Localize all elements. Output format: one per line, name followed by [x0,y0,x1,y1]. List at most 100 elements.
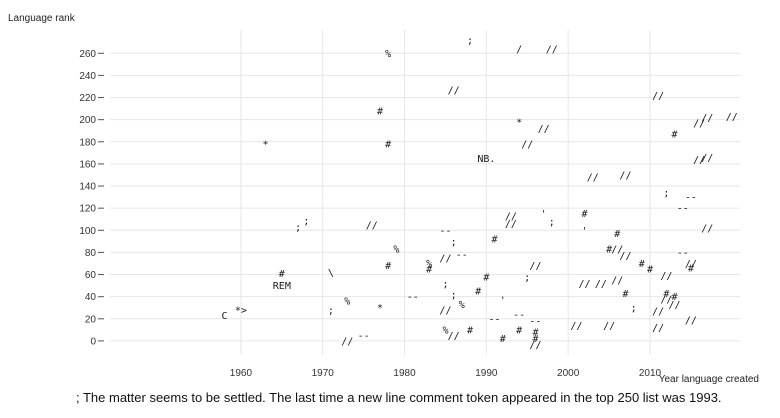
data-point-token: -- [677,248,689,259]
data-point-token: // [701,224,713,235]
data-point-token: -- [407,292,419,303]
data-point-token: -- [513,310,525,321]
data-point-token: # [663,289,669,300]
data-point-token: # [385,261,391,272]
data-point-token: // [570,321,582,332]
data-point-token: // [439,253,451,264]
data-point-token: ' [582,226,588,237]
data-point-token: // [529,261,541,272]
y-tick-label: 120 [79,204,96,215]
data-point-token: * [516,117,522,128]
data-point-token: // [538,124,550,135]
data-point-token: // [693,118,705,129]
data-point-token: # [582,209,588,220]
y-tick-label: 100 [79,226,96,237]
data-point-token: # [500,334,506,345]
data-point-token: -- [456,250,468,261]
data-point-token: C [222,311,228,322]
x-tick-label: 1960 [230,368,253,379]
data-point-token: // [685,259,697,270]
data-point-token: % [393,245,399,256]
data-point-token: # [532,328,538,339]
data-point-token: -- [439,226,451,237]
data-point-token: -- [529,317,541,328]
data-point-token: // [587,173,599,184]
data-point-token: * [377,303,383,314]
y-tick-label: 80 [85,248,97,259]
data-point-token: ; [303,216,309,227]
y-tick-label: 140 [79,182,96,193]
data-point-token: // [611,276,623,287]
data-point-token: # [639,259,645,270]
data-point-token: ; [451,290,457,301]
data-point-token: # [467,325,473,336]
data-point-token: ; [524,272,530,283]
data-point-token: *> [235,305,247,316]
y-tick-label: 260 [79,49,96,60]
x-axis-title: Year language created [659,374,759,385]
data-point-token: -- [685,193,697,204]
data-point-token: // [660,294,672,305]
data-point-token: ; [549,217,555,228]
data-point-token: // [529,340,541,351]
x-tick-label: 1980 [393,368,416,379]
x-tick-label: 2010 [639,368,662,379]
data-point-token: ; [631,303,637,314]
data-point-token: ; [451,237,457,248]
data-point-token: ; [663,188,669,199]
y-tick-label: 160 [79,159,96,170]
data-point-token: // [341,336,353,347]
chart: 1960 1970 1980 1990 2000 2010 0 20 40 60 80 100 120 1… [8,13,759,385]
data-point-token: ; [328,305,334,316]
data-point-token: # [475,287,481,298]
data-point-token: / [516,44,522,55]
data-point-token: ' [500,296,506,307]
y-tick-label: 240 [79,71,96,82]
data-point-token: // [652,323,664,334]
data-point-token: -- [358,331,370,342]
data-point-token: # [672,130,678,141]
x-tick-label: 1970 [312,368,335,379]
data-point-token: % [426,259,432,270]
data-point-token: # [492,235,498,246]
data-point-token: // [521,140,533,151]
data-point-token: ; [467,36,473,47]
data-point-token: REM [273,281,291,292]
data-point-token: # [622,289,628,300]
data-point-token: % [385,49,391,60]
data-point-token: ' [541,209,547,220]
axes-layer: 1960 1970 1980 1990 2000 2010 0 20 40 60 80 100 120 1… [79,49,661,379]
data-point-token: // [448,331,460,342]
data-point-token: // [366,220,378,231]
data-point-token: # [532,334,538,345]
data-point-token: % [442,325,448,336]
data-point-token: // [595,279,607,290]
data-point-token: # [647,265,653,276]
data-point-token: ; [295,222,301,233]
y-tick-label: 20 [85,314,97,325]
data-point-token: // [546,44,558,55]
data-point-token: # [516,325,522,336]
grid-layer [110,30,740,355]
data-point-token: // [701,113,713,124]
data-point-token: // [652,91,664,102]
data-point-token: // [660,271,672,282]
data-point-token: // [693,155,705,166]
data-point-token: # [614,229,620,240]
data-point-token: \ [328,268,334,279]
data-point-token: // [448,85,460,96]
data-point-token: * [262,140,268,151]
data-point-token: # [377,106,383,117]
y-tick-label: 200 [79,115,96,126]
caption: ; The matter seems to be settled. The la… [76,390,722,405]
data-point-token: # [426,265,432,276]
data-point-token: // [603,321,615,332]
x-tick-label: 1990 [475,368,498,379]
data-point-token: // [619,170,631,181]
y-tick-label: 60 [85,270,97,281]
data-point-token: % [459,300,465,311]
data-point-token: // [611,245,623,256]
y-tick-label: 220 [79,93,96,104]
data-point-token: // [685,315,697,326]
data-point-token: // [505,219,517,230]
